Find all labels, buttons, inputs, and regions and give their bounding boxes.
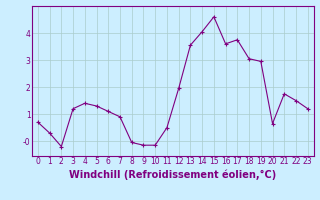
X-axis label: Windchill (Refroidissement éolien,°C): Windchill (Refroidissement éolien,°C): [69, 169, 276, 180]
